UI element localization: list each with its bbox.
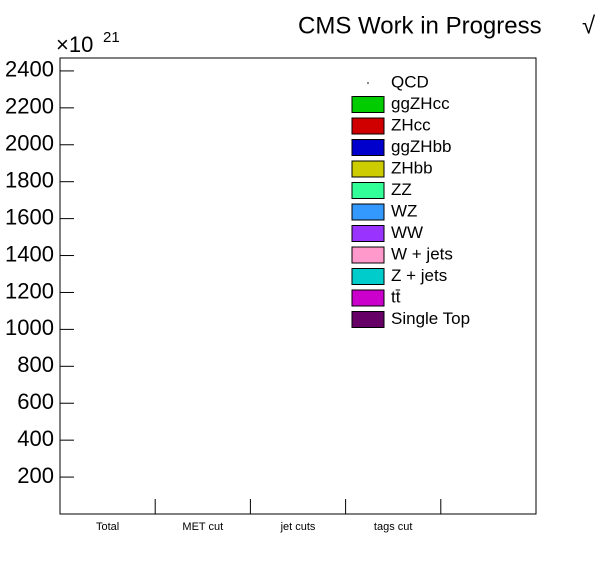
y-tick-label: 1200: [5, 278, 54, 303]
legend-swatch: [351, 117, 385, 135]
legend-swatch: [351, 289, 385, 307]
legend-label: WZ: [391, 201, 417, 220]
y-tick-label: 400: [17, 426, 54, 451]
x-tick-label: Total: [96, 521, 119, 533]
y-exponent: 21: [103, 29, 120, 46]
x-tick-label: jet cuts: [280, 521, 316, 533]
legend-label: ggZHbb: [391, 137, 451, 156]
legend-swatch: [351, 96, 385, 113]
legend-label: ZHcc: [391, 115, 431, 134]
plot-frame: [59, 57, 537, 515]
y-multiplier: ×10: [56, 32, 93, 57]
legend-label: ZHbb: [391, 158, 433, 177]
y-tick-label: 800: [17, 352, 54, 377]
y-tick-label: 600: [17, 389, 54, 414]
legend-swatch: [351, 225, 385, 242]
legend-swatch: [351, 160, 385, 178]
y-tick-label: 2200: [5, 94, 54, 119]
y-tick-label: 1400: [5, 241, 54, 266]
legend-swatch: [351, 203, 385, 221]
legend-label: ggZHcc: [391, 94, 450, 113]
y-tick-label: 1000: [5, 315, 54, 340]
legend-label: ZZ: [391, 180, 412, 199]
y-tick-label: 1600: [5, 204, 54, 229]
legend-swatch: [351, 139, 385, 156]
y-tick-label: 2400: [5, 57, 54, 82]
legend-label: WW: [391, 223, 423, 242]
y-tick-label: 1800: [5, 168, 54, 193]
legend-label: W + jets: [391, 244, 453, 263]
legend-swatch: [351, 311, 385, 328]
legend-label: Z + jets: [391, 266, 447, 285]
x-tick-label: MET cut: [182, 521, 223, 533]
legend-label: tt̄: [391, 287, 401, 306]
chart-title: CMS Work in Progress: [298, 12, 542, 39]
lumi-label: √: [582, 12, 596, 39]
legend-swatch: [351, 268, 385, 285]
y-tick-label: 200: [17, 463, 54, 488]
legend-swatch: [351, 182, 385, 199]
legend-label: Single Top: [391, 309, 470, 328]
y-tick-label: 2000: [5, 131, 54, 156]
legend-marker: [367, 82, 369, 84]
x-tick-label: tags cut: [374, 521, 413, 533]
legend-label: QCD: [391, 72, 429, 91]
legend-swatch: [351, 246, 385, 264]
